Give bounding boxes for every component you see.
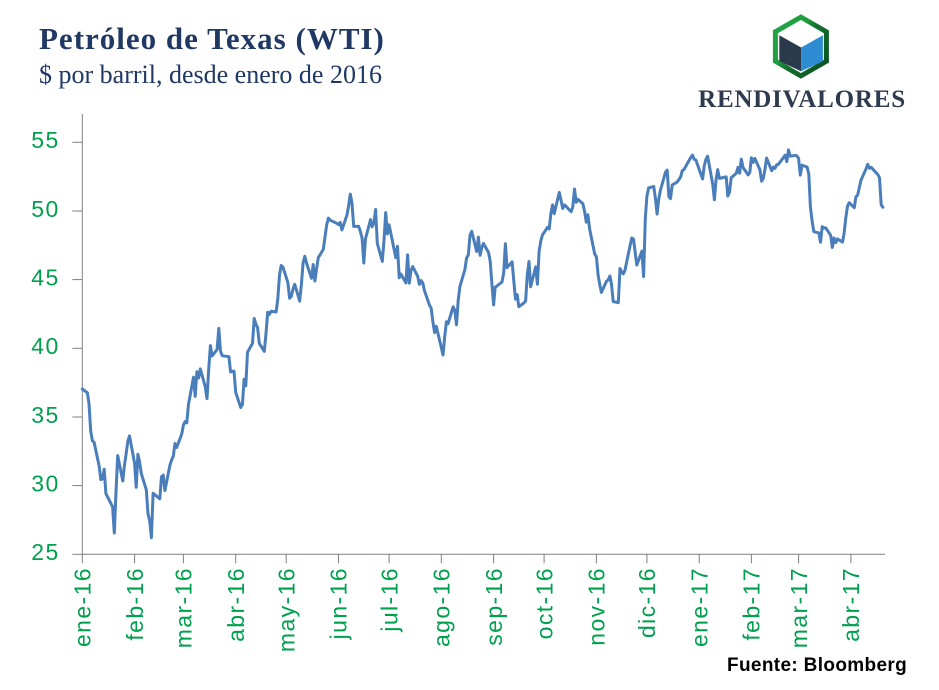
svg-text:55: 55 (31, 127, 60, 153)
svg-text:oct-16: oct-16 (531, 567, 557, 639)
svg-text:nov-16: nov-16 (584, 567, 610, 646)
svg-text:50: 50 (31, 196, 60, 222)
svg-text:ago-16: ago-16 (429, 567, 455, 647)
svg-text:25: 25 (31, 539, 60, 565)
svg-text:abr-17: abr-17 (838, 567, 864, 642)
svg-text:may-16: may-16 (273, 567, 299, 652)
svg-text:45: 45 (31, 264, 60, 290)
svg-text:30: 30 (31, 470, 60, 496)
svg-text:dic-16: dic-16 (634, 567, 660, 638)
svg-text:ene-16: ene-16 (70, 567, 96, 647)
svg-text:feb-17: feb-17 (739, 567, 765, 641)
svg-text:abr-16: abr-16 (223, 567, 249, 642)
svg-text:35: 35 (31, 402, 60, 428)
svg-text:mar-17: mar-17 (786, 567, 812, 648)
svg-text:mar-16: mar-16 (171, 567, 197, 648)
svg-text:jun-16: jun-16 (326, 567, 352, 640)
svg-text:ene-17: ene-17 (686, 567, 712, 647)
svg-text:40: 40 (31, 333, 60, 359)
svg-text:sep-16: sep-16 (481, 567, 507, 646)
svg-text:feb-16: feb-16 (122, 567, 148, 641)
svg-text:jul-16: jul-16 (376, 567, 402, 633)
